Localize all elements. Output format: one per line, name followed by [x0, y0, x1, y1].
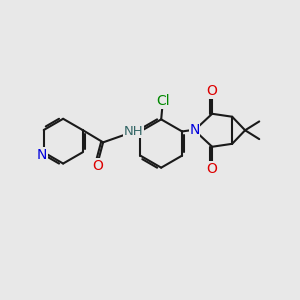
Text: O: O [92, 159, 103, 173]
Text: NH: NH [124, 125, 144, 138]
Text: O: O [206, 84, 217, 98]
Text: N: N [189, 123, 200, 137]
Text: Cl: Cl [157, 94, 170, 108]
Text: N: N [37, 148, 47, 162]
Text: O: O [206, 162, 217, 176]
